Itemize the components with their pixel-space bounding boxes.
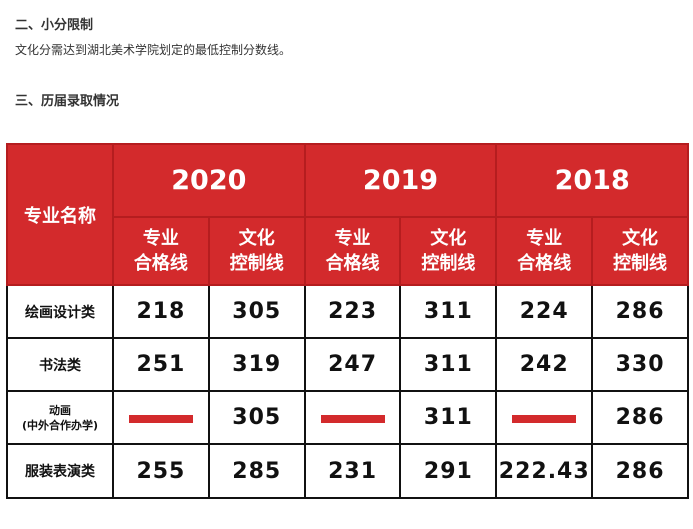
sub-header-line: 专业	[142, 228, 179, 249]
header-culture-control-line: 文化 控制线	[399, 216, 498, 286]
table-header-row-subs: 专业合格线 文化控制线 专业合格线 文化控制线 专业合格线 文化控制线	[7, 216, 689, 286]
table-row: 书法类 251 319 247 311 242 330	[6, 337, 689, 392]
cell-value: 222.43	[495, 443, 594, 499]
sub-header-line: 专业	[334, 228, 371, 249]
cell-value: 311	[399, 390, 498, 445]
section-heading-past-admissions: 三、历届录取情况	[15, 94, 120, 109]
sub-header-line: 文化	[238, 228, 275, 249]
cell-value: 224	[495, 284, 594, 339]
sub-header-line: 文化	[430, 228, 467, 249]
cell-value: 251	[112, 337, 210, 392]
cell-value: 291	[399, 443, 498, 499]
table-header-row-years: 专业名称 2020 2019 2018	[6, 143, 689, 286]
cell-value: 330	[591, 337, 689, 392]
admission-table: 专业名称 2020 2019 2018 专业合格线 文化控制线 专业合格线 文化…	[6, 143, 689, 499]
row-name: 动画 (中外合作办学)	[6, 390, 114, 445]
cell-value: 286	[591, 443, 689, 499]
table-row: 动画 (中外合作办学) 305 311 286	[6, 390, 689, 445]
sub-header-line: 合格线	[517, 253, 572, 274]
row-name: 绘画设计类	[6, 284, 114, 339]
sub-header-line: 专业	[526, 228, 563, 249]
header-year-2018: 2018	[495, 143, 689, 218]
table-row: 服装表演类 255 285 231 291 222.43 286	[6, 443, 689, 499]
table-row: 绘画设计类 218 305 223 311 224 286	[6, 284, 689, 339]
header-year-2019: 2019	[303, 143, 498, 218]
cell-value: 223	[303, 284, 402, 339]
cell-value: 319	[207, 337, 306, 392]
header-culture-control-line: 文化 控制线	[207, 216, 306, 286]
small-score-limit-text: 文化分需达到湖北美术学院划定的最低控制分数线。	[15, 43, 292, 57]
cell-value: 255	[112, 443, 210, 499]
section-heading-small-score-limit: 二、小分限制	[15, 18, 94, 33]
dash-mark	[320, 414, 385, 423]
row-name: 书法类	[6, 337, 114, 392]
cell-value: 311	[399, 284, 498, 339]
cell-value: 231	[303, 443, 402, 499]
row-name-line: (中外合作办学)	[21, 418, 99, 432]
cell-value: 305	[207, 390, 306, 445]
cell-not-applicable	[112, 390, 210, 445]
header-major-pass-line: 专业 合格线	[495, 216, 594, 286]
cell-value: 242	[495, 337, 594, 392]
dash-mark	[128, 414, 193, 423]
sub-header-line: 控制线	[229, 253, 284, 274]
cell-value: 218	[112, 284, 210, 339]
cell-value: 247	[303, 337, 402, 392]
cell-value: 285	[207, 443, 306, 499]
cell-not-applicable	[495, 390, 594, 445]
dash-mark	[512, 414, 577, 423]
header-major-pass-line: 专业 合格线	[303, 216, 402, 286]
sub-header-line: 合格线	[325, 253, 380, 274]
cell-not-applicable	[303, 390, 402, 445]
cell-value: 286	[591, 390, 689, 445]
cell-value: 286	[591, 284, 689, 339]
sub-header-line: 文化	[622, 228, 659, 249]
cell-value: 311	[399, 337, 498, 392]
sub-header-line: 控制线	[421, 253, 476, 274]
header-culture-control-line: 文化 控制线	[591, 216, 689, 286]
sub-header-line: 控制线	[613, 253, 668, 274]
header-major-pass-line: 专业 合格线	[112, 216, 210, 286]
row-name: 服装表演类	[6, 443, 114, 499]
header-major-name: 专业名称	[6, 143, 114, 286]
row-name-line: 动画	[49, 403, 71, 417]
header-year-2020: 2020	[112, 143, 306, 218]
sub-header-line: 合格线	[133, 253, 188, 274]
cell-value: 305	[207, 284, 306, 339]
